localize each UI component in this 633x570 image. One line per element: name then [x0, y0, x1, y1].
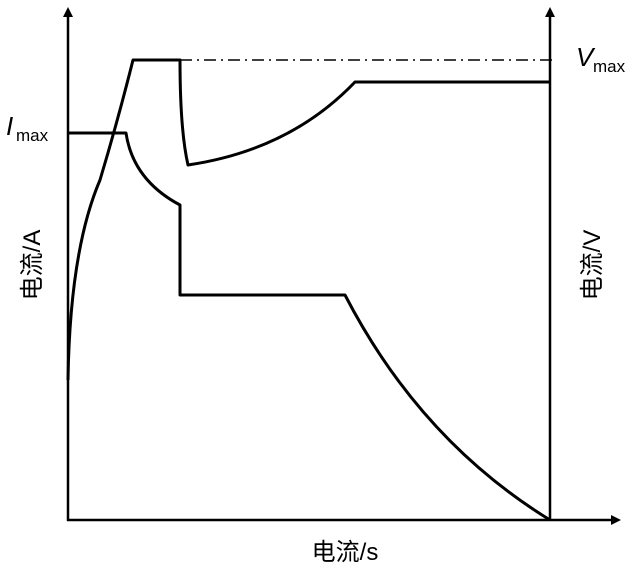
right-axis-label: 电流/V [579, 230, 606, 301]
vmax-subscript: max [593, 57, 626, 76]
imax-subscript: max [16, 126, 49, 145]
left-axis-label: 电流/A [19, 230, 46, 301]
vmax-symbol: V [576, 42, 596, 72]
bottom-axis-label: 电流/s [312, 539, 379, 566]
current-curve [68, 131, 551, 522]
imax-symbol: I [6, 111, 13, 141]
voltage-curve [66, 58, 550, 381]
